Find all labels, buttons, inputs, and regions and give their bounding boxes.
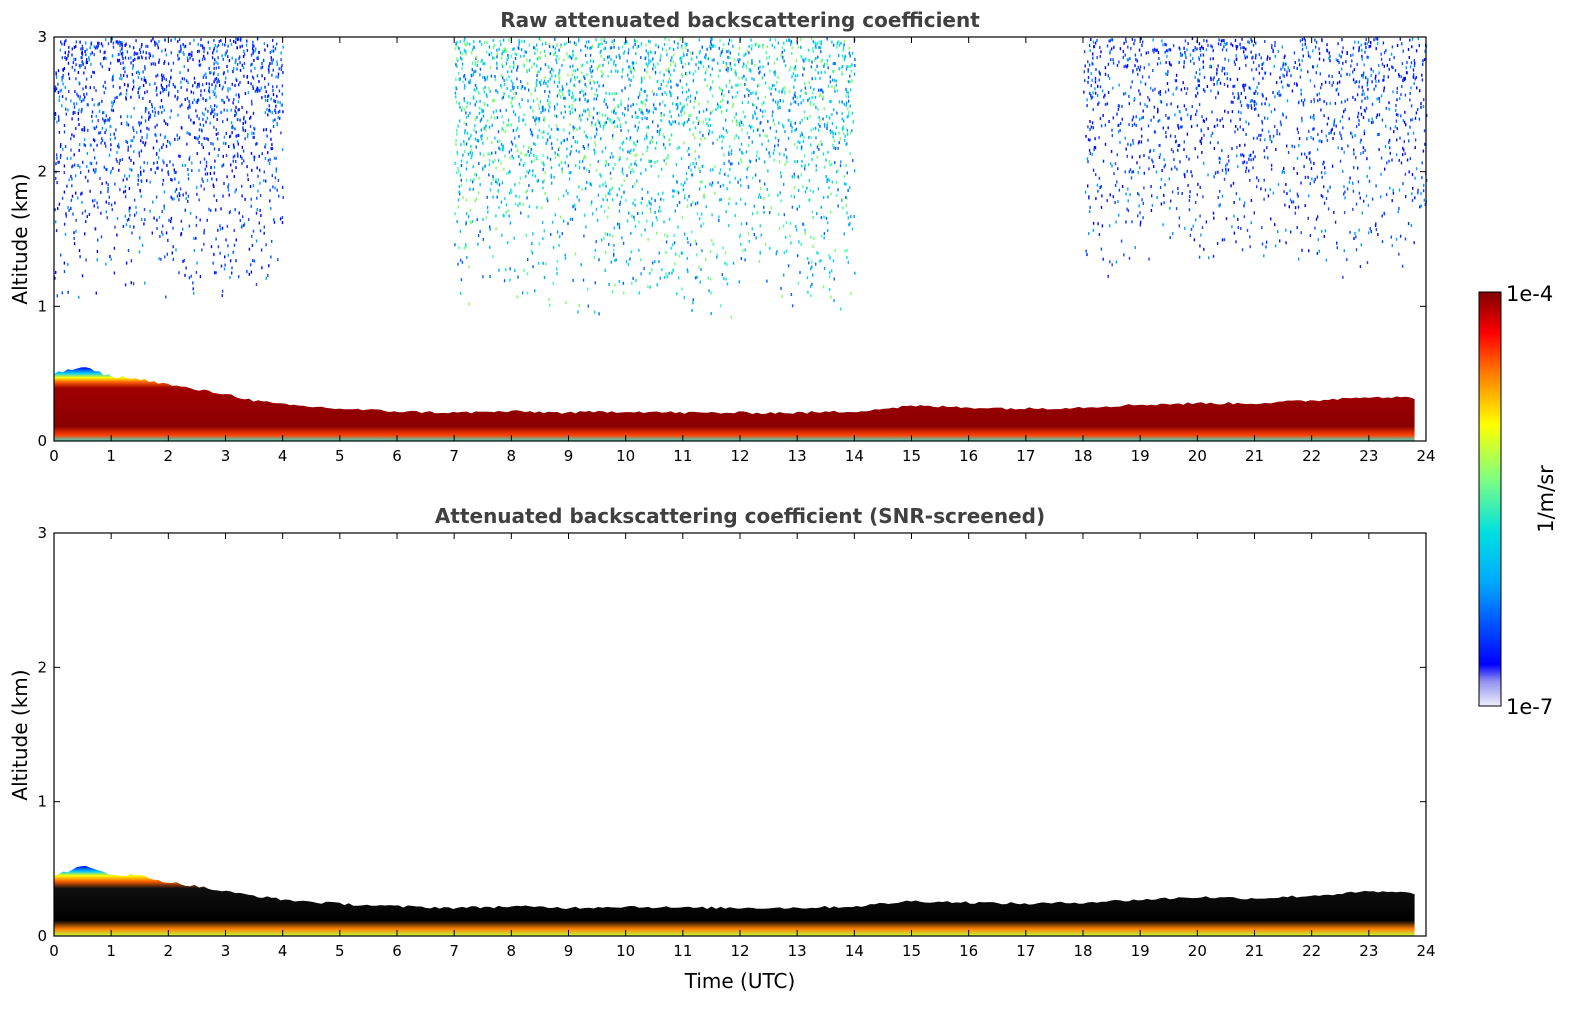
x-tick-label: 11 <box>673 447 692 465</box>
colorbar-unit-label: 1/m/sr <box>1534 465 1558 533</box>
y-tick-label: 0 <box>37 927 47 945</box>
x-axis-label: Time (UTC) <box>684 969 796 993</box>
x-tick-label: 24 <box>1416 942 1435 960</box>
x-tick-label: 0 <box>49 942 59 960</box>
boundary-layer-band <box>54 367 1415 441</box>
x-tick-label: 4 <box>278 447 288 465</box>
x-tick-label: 3 <box>221 942 231 960</box>
x-tick-label: 13 <box>788 447 807 465</box>
x-tick-label: 21 <box>1245 447 1264 465</box>
y-tick-label: 0 <box>37 432 47 450</box>
boundary-layer-band <box>54 865 1415 936</box>
x-tick-label: 1 <box>106 447 116 465</box>
snr-screened-panel: Attenuated backscattering coefficient (S… <box>8 504 1436 993</box>
x-tick-label: 21 <box>1245 942 1264 960</box>
x-axis-ticks: 0 1 2 3 4 5 6 7 8 9 10 11 12 13 14 15 16 17 18 19 20 21 22 23 24 <box>49 533 1436 960</box>
x-tick-label: 22 <box>1302 942 1321 960</box>
y-axis-ticks: 0 1 2 3 <box>37 28 1426 450</box>
plot-frame <box>53 532 1427 937</box>
x-tick-label: 2 <box>164 942 174 960</box>
x-tick-label: 7 <box>449 942 459 960</box>
x-axis-ticks: 0 1 2 3 4 5 6 7 8 9 10 11 12 13 14 15 16 17 18 19 20 21 22 23 24 <box>49 37 1436 465</box>
x-tick-label: 19 <box>1131 942 1150 960</box>
x-tick-label: 17 <box>1016 447 1035 465</box>
x-tick-label: 12 <box>730 942 749 960</box>
x-tick-label: 4 <box>278 942 288 960</box>
colorbar-min-label: 1e-7 <box>1506 695 1553 719</box>
noise-speckle-group <box>54 37 284 299</box>
heatmap-area <box>54 865 1415 936</box>
x-tick-label: 14 <box>845 942 864 960</box>
x-tick-label: 22 <box>1302 447 1321 465</box>
y-tick-label: 2 <box>37 163 47 181</box>
x-tick-label: 17 <box>1016 942 1035 960</box>
panel-title: Raw attenuated backscattering coefficien… <box>500 8 980 32</box>
x-tick-label: 13 <box>788 942 807 960</box>
noise-speckle-group <box>454 37 856 319</box>
y-axis-ticks: 0 1 2 3 <box>37 524 1426 945</box>
x-tick-label: 18 <box>1073 447 1092 465</box>
x-tick-label: 10 <box>616 447 635 465</box>
x-tick-label: 20 <box>1188 447 1207 465</box>
x-tick-label: 18 <box>1073 942 1092 960</box>
colorbar-scale <box>1478 291 1502 707</box>
noise-speckle-group <box>1083 37 1428 279</box>
y-axis-label: Altitude (km) <box>8 173 32 304</box>
y-tick-label: 1 <box>37 793 47 811</box>
x-tick-label: 23 <box>1359 942 1378 960</box>
x-tick-label: 6 <box>392 942 402 960</box>
colorbar: 1e-4 1e-7 1/m/sr <box>1478 282 1558 719</box>
x-tick-label: 24 <box>1416 447 1435 465</box>
raw-backscatter-panel: Raw attenuated backscattering coefficien… <box>8 8 1436 465</box>
x-tick-label: 10 <box>616 942 635 960</box>
x-tick-label: 0 <box>49 447 59 465</box>
x-tick-label: 9 <box>564 447 574 465</box>
y-tick-label: 3 <box>37 524 47 542</box>
x-tick-label: 15 <box>902 447 921 465</box>
x-tick-label: 9 <box>564 942 574 960</box>
x-tick-label: 6 <box>392 447 402 465</box>
y-tick-label: 2 <box>37 658 47 676</box>
y-tick-label: 3 <box>37 28 47 46</box>
x-tick-label: 7 <box>449 447 459 465</box>
x-tick-label: 19 <box>1131 447 1150 465</box>
x-tick-label: 23 <box>1359 447 1378 465</box>
y-tick-label: 1 <box>37 297 47 315</box>
x-tick-label: 16 <box>959 447 978 465</box>
x-tick-label: 20 <box>1188 942 1207 960</box>
x-tick-label: 16 <box>959 942 978 960</box>
x-tick-label: 2 <box>164 447 174 465</box>
x-tick-label: 5 <box>335 942 345 960</box>
x-tick-label: 3 <box>221 447 231 465</box>
x-tick-label: 14 <box>845 447 864 465</box>
y-axis-label: Altitude (km) <box>8 669 32 800</box>
heatmap-area <box>54 37 1428 441</box>
plot-frame <box>53 36 1427 442</box>
x-tick-label: 11 <box>673 942 692 960</box>
x-tick-label: 5 <box>335 447 345 465</box>
x-tick-label: 12 <box>730 447 749 465</box>
colorbar-max-label: 1e-4 <box>1506 282 1553 306</box>
x-tick-label: 8 <box>507 942 517 960</box>
panel-title: Attenuated backscattering coefficient (S… <box>435 504 1045 528</box>
x-tick-label: 8 <box>507 447 517 465</box>
x-tick-label: 15 <box>902 942 921 960</box>
x-tick-label: 1 <box>106 942 116 960</box>
